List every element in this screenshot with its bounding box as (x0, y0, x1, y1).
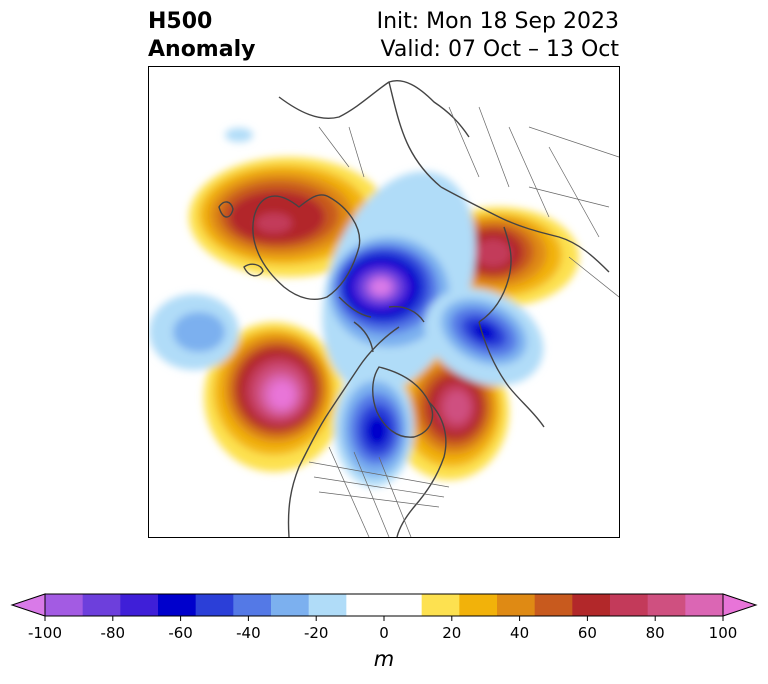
title-variable: H500 (148, 9, 213, 34)
colorbar-swatch (233, 594, 272, 616)
polar-map (148, 66, 620, 538)
colorbar-swatch (497, 594, 536, 616)
colorbar-tick-label: 80 (646, 624, 665, 642)
colorbar-tick-label: -60 (168, 624, 193, 642)
colorbar-tick-label: -40 (236, 624, 261, 642)
ridge-alaska (204, 322, 344, 472)
colorbar-swatch (685, 594, 724, 616)
colorbar-tick-label: 0 (379, 624, 389, 642)
colorbar-tick-label: 100 (709, 624, 738, 642)
colorbar-swatch (308, 594, 347, 616)
colorbar-swatch (195, 594, 234, 616)
ridge-greenland (189, 157, 389, 277)
colorbar-svg: -100 -80 -60 -40 -20 0 20 40 60 80 100 m (10, 593, 758, 671)
colorbar-under-arrow (10, 593, 46, 617)
colorbar-swatch (158, 594, 197, 616)
coastlines (218, 80, 610, 537)
anomaly-map-svg (149, 80, 619, 537)
valid-range: Valid: 07 Oct – 13 Oct (380, 37, 619, 62)
colorbar-swatch (45, 594, 84, 616)
colorbar-over-arrow (722, 593, 758, 617)
borders (308, 106, 619, 537)
trough-east-atlantic (149, 294, 239, 370)
colorbar-swatch (82, 594, 121, 616)
colorbar-swatch (534, 594, 573, 616)
colorbar-tick-label: 20 (442, 624, 461, 642)
colorbar-swatch (346, 594, 385, 616)
colorbar-tick-label: -100 (28, 624, 62, 642)
colorbar-tick-label: 40 (510, 624, 529, 642)
colorbar-tick-label: -80 (101, 624, 126, 642)
colorbar-tick-label: -20 (304, 624, 329, 642)
map-title: H500 Anomaly (148, 8, 255, 64)
colorbar-swatch (610, 594, 649, 616)
trough-north-america (334, 367, 414, 487)
colorbar-swatch (271, 594, 310, 616)
colorbar-swatch (647, 594, 686, 616)
colorbar-swatch (572, 594, 611, 616)
colorbar-swatch (384, 594, 423, 616)
colorbar-swatch (459, 594, 498, 616)
colorbar-unit-label: m (374, 647, 394, 671)
colorbar-swatch (421, 594, 460, 616)
colorbar-swatch (120, 594, 159, 616)
title-anomaly: Anomaly (148, 37, 256, 62)
init-date: Init: Mon 18 Sep 2023 (376, 9, 619, 34)
colorbar-tick-label: 60 (578, 624, 597, 642)
map-subtitle: Init: Mon 18 Sep 2023 Valid: 07 Oct – 13… (377, 8, 619, 64)
colorbar: -100 -80 -60 -40 -20 0 20 40 60 80 100 m (0, 580, 768, 680)
